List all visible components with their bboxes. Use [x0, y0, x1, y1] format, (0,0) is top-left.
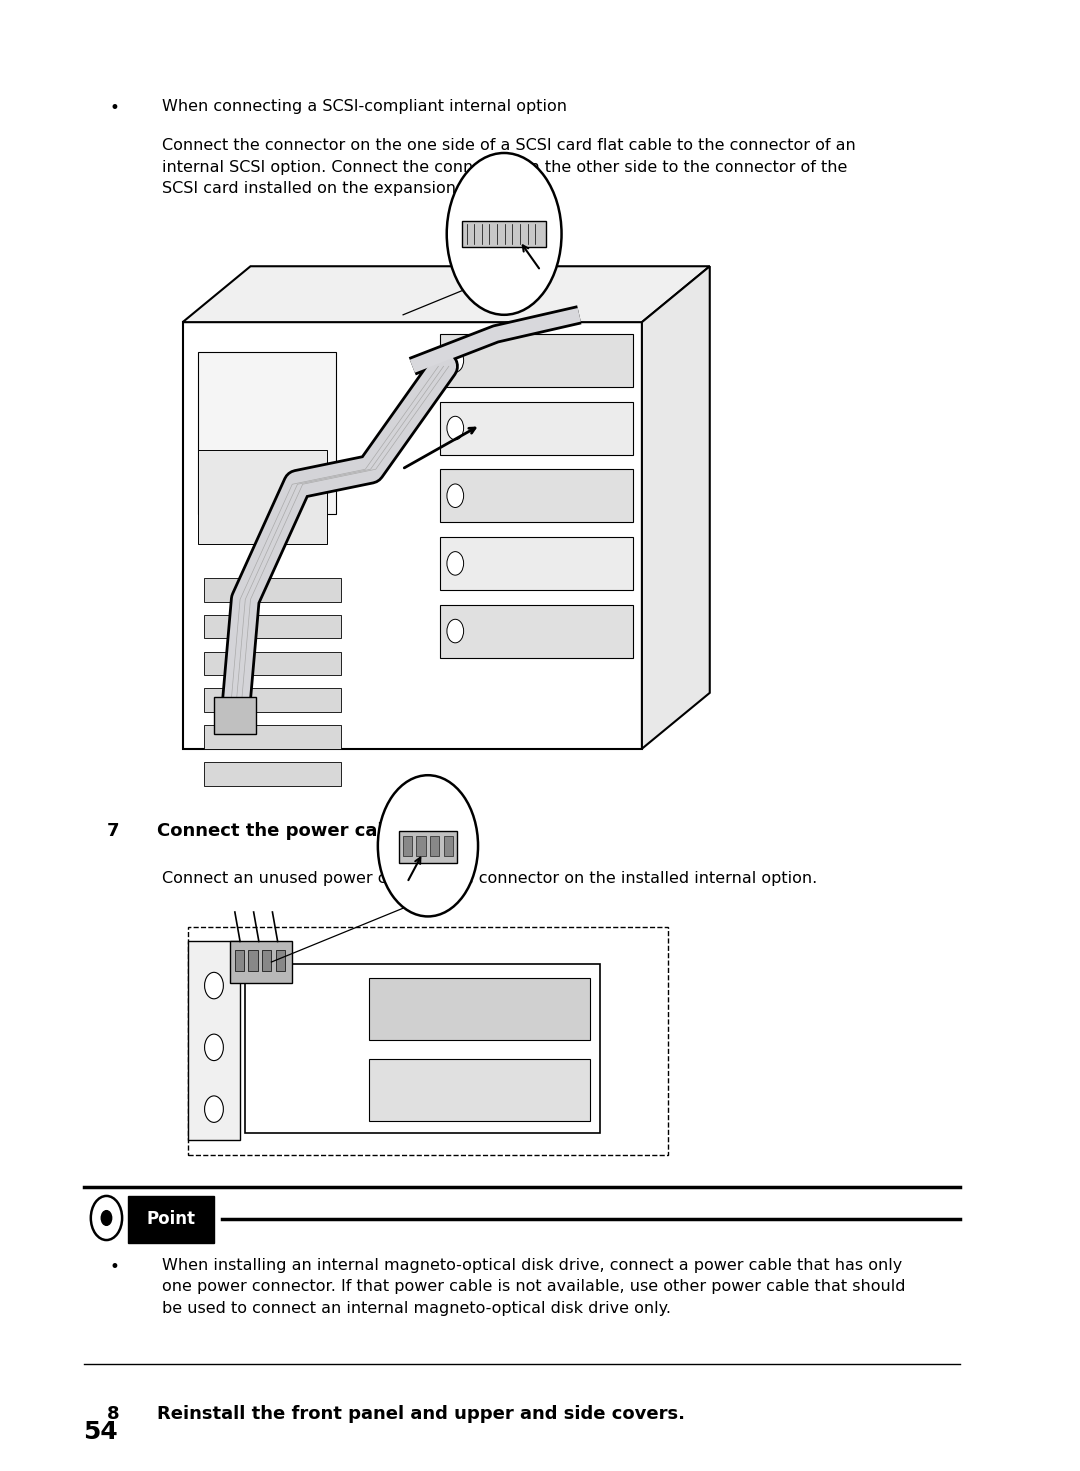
Bar	[203, 688, 341, 712]
Text: Connect the connector on the one side of a SCSI card flat cable to the connector: Connect the connector on the one side of…	[162, 138, 855, 197]
Bar	[203, 762, 341, 786]
Circle shape	[447, 552, 463, 575]
Bar	[369, 1059, 590, 1121]
Bar	[444, 836, 453, 856]
Bar	[203, 725, 341, 749]
Text: Connect an unused power cable to the connector on the installed internal option.: Connect an unused power cable to the con…	[162, 871, 818, 886]
Circle shape	[447, 349, 463, 372]
Circle shape	[378, 775, 478, 916]
Bar	[275, 950, 285, 971]
Text: When installing an internal magneto-optical disk drive, connect a power cable th: When installing an internal magneto-opti…	[162, 1258, 905, 1317]
Bar	[440, 334, 633, 387]
Text: 8: 8	[107, 1405, 119, 1422]
Text: 54: 54	[83, 1420, 118, 1443]
Bar	[462, 221, 545, 247]
Bar	[248, 950, 258, 971]
Bar	[440, 402, 633, 455]
Bar	[214, 697, 256, 734]
Bar	[199, 352, 336, 513]
Bar	[203, 615, 341, 638]
Bar	[203, 652, 341, 675]
Circle shape	[204, 972, 224, 999]
Circle shape	[447, 484, 463, 507]
Polygon shape	[183, 322, 642, 749]
Circle shape	[91, 1196, 122, 1240]
Bar	[403, 836, 413, 856]
Text: Connect the power cable.: Connect the power cable.	[157, 822, 415, 840]
Bar	[262, 950, 271, 971]
Circle shape	[204, 1034, 224, 1061]
Bar	[440, 469, 633, 522]
Bar	[188, 927, 669, 1155]
Polygon shape	[183, 266, 710, 322]
Text: •: •	[109, 1258, 120, 1275]
Bar	[399, 831, 457, 863]
Bar	[440, 605, 633, 658]
Bar	[440, 537, 633, 590]
Circle shape	[447, 153, 562, 315]
Bar	[199, 450, 327, 544]
Bar	[245, 964, 600, 1133]
Text: •: •	[109, 99, 120, 116]
Circle shape	[102, 1211, 111, 1225]
Text: Point: Point	[147, 1211, 195, 1228]
Bar	[234, 950, 244, 971]
Circle shape	[447, 416, 463, 440]
Text: When connecting a SCSI-compliant internal option: When connecting a SCSI-compliant interna…	[162, 99, 567, 113]
Polygon shape	[642, 266, 710, 749]
Text: 7: 7	[107, 822, 119, 840]
Circle shape	[447, 619, 463, 643]
Circle shape	[204, 1096, 224, 1122]
Bar	[369, 978, 590, 1040]
Bar	[230, 941, 293, 983]
Text: Reinstall the front panel and upper and side covers.: Reinstall the front panel and upper and …	[157, 1405, 685, 1422]
Bar	[430, 836, 440, 856]
Bar	[417, 836, 426, 856]
Bar	[129, 1196, 214, 1243]
Bar	[188, 941, 240, 1140]
Bar	[203, 578, 341, 602]
